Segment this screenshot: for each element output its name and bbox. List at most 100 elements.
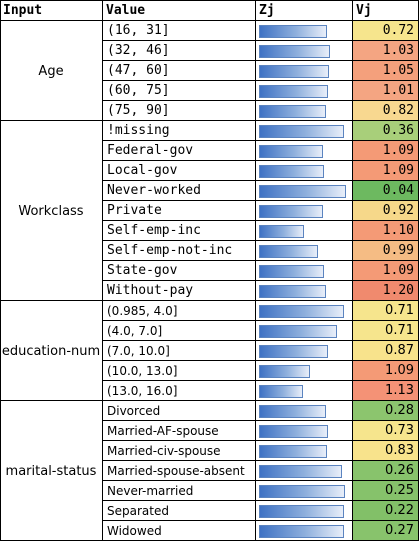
group-label: Age (38, 63, 64, 79)
grid-line (255, 0, 256, 541)
grid-line (103, 80, 419, 81)
vj-cell: 0.25 (353, 481, 419, 501)
zj-bar (259, 285, 326, 298)
vj-cell: 1.05 (353, 61, 419, 81)
value-cell: Never-worked (107, 183, 201, 198)
grid-line (103, 360, 419, 361)
grid-line (103, 440, 419, 441)
grid-line (103, 200, 419, 201)
zj-bar (259, 365, 310, 378)
vj-cell: 0.72 (353, 21, 419, 41)
zj-bar (259, 405, 326, 418)
grid-line (103, 40, 419, 41)
grid-line (103, 460, 419, 461)
zj-bar (259, 105, 326, 118)
vj-cell: 1.09 (353, 161, 419, 181)
grid-line (0, 20, 419, 21)
zj-bar (259, 125, 344, 138)
zj-bar (259, 325, 337, 338)
value-cell: (75, 90] (107, 103, 170, 118)
zj-bar (259, 245, 318, 258)
header-zj: Zj (259, 3, 275, 18)
zj-bar (259, 45, 330, 58)
vj-cell: 1.10 (353, 221, 419, 241)
grid-line (103, 340, 419, 341)
value-cell: Self-emp-inc (107, 223, 201, 238)
value-cell: (4.0, 7.0] (107, 324, 163, 338)
value-cell: Never-married (107, 484, 194, 498)
vj-cell: 0.71 (353, 321, 419, 341)
header-input: Input (3, 3, 43, 18)
zj-bar (259, 65, 329, 78)
zj-bar (259, 445, 327, 458)
zj-bar (259, 485, 345, 498)
grid-line (103, 260, 419, 261)
vj-cell: 1.20 (353, 281, 419, 301)
grid-line (103, 220, 419, 221)
value-cell: Married-AF-spouse (107, 424, 219, 438)
value-cell: (10.0, 13.0] (107, 364, 178, 378)
vj-cell: 0.36 (353, 121, 419, 141)
zj-bar (259, 345, 328, 358)
value-cell: Federal-gov (107, 143, 194, 158)
vj-cell: 1.01 (353, 81, 419, 101)
vj-cell: 0.28 (353, 401, 419, 421)
grid-line (103, 160, 419, 161)
value-cell: Married-spouse-absent (107, 464, 245, 478)
value-cell: Without-pay (107, 283, 194, 298)
zj-bar (259, 85, 328, 98)
value-cell: Private (107, 203, 162, 218)
zj-bar (259, 505, 344, 518)
vj-cell: 0.26 (353, 461, 419, 481)
zj-bar (259, 305, 344, 318)
vj-cell: 0.92 (353, 201, 419, 221)
vj-cell: 0.22 (353, 501, 419, 521)
zj-bar (259, 385, 303, 398)
zj-bar (259, 205, 323, 218)
group-label: Workclass (18, 203, 84, 219)
value-cell: Married-civ-spouse (107, 444, 221, 458)
zj-bar (259, 525, 344, 538)
grid-line (0, 120, 419, 121)
vj-cell: 1.09 (353, 261, 419, 281)
grid-line (0, 300, 419, 301)
grid-line (0, 0, 419, 1)
value-cell: !missing (107, 123, 170, 138)
value-cell: Divorced (107, 404, 161, 418)
grid-line (352, 0, 353, 541)
value-cell: (16, 31] (107, 23, 170, 38)
value-cell: (60, 75] (107, 83, 170, 98)
grid-line (102, 0, 103, 541)
vj-cell: 1.09 (353, 361, 419, 381)
group-label: education-num (1, 343, 101, 359)
zj-bar (259, 145, 323, 158)
value-cell: Local-gov (107, 163, 178, 178)
zj-bar (259, 225, 304, 238)
zj-bar (259, 25, 327, 38)
value-cell: Self-emp-not-inc (107, 243, 233, 258)
grid-line (103, 420, 419, 421)
grid-line (103, 320, 419, 321)
grid-line (103, 520, 419, 521)
grid-line (0, 0, 1, 541)
header-vj: Vj (356, 3, 372, 18)
value-cell: Separated (107, 504, 169, 518)
vj-cell: 0.27 (353, 521, 419, 541)
vj-cell: 0.99 (353, 241, 419, 261)
vj-cell: 0.82 (353, 101, 419, 121)
grid-line (103, 60, 419, 61)
vj-cell: 0.73 (353, 421, 419, 441)
header-value: Value (106, 3, 146, 18)
grid-line (0, 400, 419, 401)
zj-bar (259, 265, 324, 278)
grid-line (103, 240, 419, 241)
grid-line (103, 100, 419, 101)
grid-line (103, 280, 419, 281)
value-cell: (32, 46] (107, 43, 170, 58)
vj-cell: 1.09 (353, 141, 419, 161)
value-cell: (7.0, 10.0] (107, 344, 170, 358)
value-cell: Widowed (107, 524, 162, 538)
zj-bar (259, 165, 324, 178)
zj-bar (259, 465, 342, 478)
